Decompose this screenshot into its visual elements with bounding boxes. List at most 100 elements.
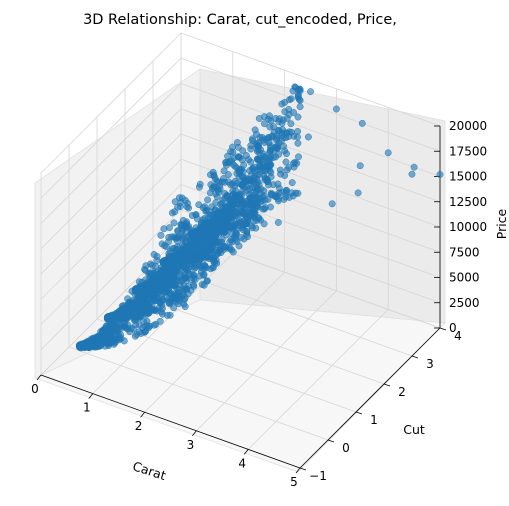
data-point (121, 320, 129, 328)
data-point (273, 136, 280, 144)
data-point (198, 281, 206, 288)
data-point (358, 119, 366, 127)
data-point (267, 173, 275, 181)
data-point (285, 128, 293, 136)
data-point (170, 264, 178, 272)
data-point (272, 153, 280, 161)
data-point (182, 228, 190, 236)
data-point (234, 153, 242, 161)
data-point (105, 340, 113, 348)
data-point (130, 313, 138, 321)
data-point (181, 303, 189, 311)
data-point (157, 280, 165, 287)
data-point (140, 296, 148, 304)
data-point (128, 287, 136, 295)
data-point (145, 285, 153, 293)
data-point (204, 196, 212, 204)
data-point (256, 170, 264, 178)
data-point (76, 342, 83, 350)
data-point (147, 260, 154, 268)
data-point (260, 120, 268, 128)
data-point (328, 200, 336, 208)
cut-axis-ticks: −1 0 1 2 3 4 (299, 327, 462, 483)
data-point (124, 295, 132, 303)
data-point (238, 181, 246, 189)
data-point (288, 179, 296, 187)
y-axis-label: Cut (403, 422, 425, 437)
data-point (273, 144, 281, 152)
data-point (131, 332, 139, 340)
data-point (114, 335, 122, 343)
data-point (230, 234, 238, 242)
data-point (239, 226, 247, 234)
data-point (248, 204, 256, 212)
data-point (259, 197, 266, 205)
carat-tick-label: 1 (83, 401, 91, 415)
data-point (224, 171, 232, 179)
data-point (278, 100, 286, 108)
data-point (283, 166, 291, 174)
data-point (276, 166, 284, 174)
data-point (191, 264, 199, 272)
data-point (195, 201, 203, 209)
chart-title: 3D Relationship: Carat, cut_encoded, Pri… (83, 12, 397, 28)
data-point (196, 180, 204, 188)
data-point (172, 298, 180, 306)
data-point (166, 273, 174, 281)
data-point (436, 171, 444, 178)
cut-tick (411, 355, 419, 359)
data-point (410, 163, 418, 171)
data-point (95, 342, 103, 350)
carat-tick-label: 4 (238, 456, 246, 470)
data-point (157, 287, 165, 294)
carat-tick-label: 2 (135, 419, 143, 433)
data-point (253, 180, 261, 188)
data-point (267, 190, 275, 198)
data-point (251, 167, 258, 175)
data-point (281, 108, 289, 116)
data-point (150, 292, 157, 300)
data-point (228, 246, 235, 254)
data-point (202, 207, 210, 214)
data-point (244, 187, 252, 195)
data-point (225, 206, 233, 214)
cut-tick-label: 0 (342, 441, 350, 455)
data-point (238, 172, 246, 180)
data-point (200, 271, 208, 279)
data-point (259, 136, 267, 144)
data-point (103, 313, 111, 321)
data-point (408, 170, 416, 178)
data-point (173, 245, 181, 253)
data-point (208, 203, 216, 211)
data-point (221, 194, 229, 202)
data-point (156, 317, 164, 325)
data-point (171, 234, 179, 242)
z-axis-label: Price (494, 208, 509, 239)
data-point (181, 252, 189, 260)
data-point (233, 139, 241, 146)
data-point (274, 219, 282, 226)
price-tick-label: 7500 (449, 245, 480, 259)
data-point (183, 203, 191, 211)
data-point (279, 116, 287, 124)
data-point (260, 187, 268, 195)
data-point (278, 188, 286, 196)
data-point (182, 265, 190, 272)
price-tick-label: 2500 (449, 296, 480, 310)
data-point (254, 146, 262, 154)
carat-axis-line (40, 374, 301, 469)
data-point (124, 303, 132, 311)
price-axis-ticks: 0 2500 5000 7500 10000 12500 15000 17500 20000 (434, 119, 487, 335)
data-point (190, 282, 198, 290)
data-point (265, 181, 272, 189)
data-point (202, 235, 210, 243)
data-point (222, 158, 230, 166)
data-point (255, 154, 263, 162)
carat-tick (192, 430, 197, 437)
carat-tick (36, 374, 42, 381)
data-point (307, 88, 314, 96)
carat-tick-label: 5 (290, 475, 298, 489)
data-point (135, 328, 143, 336)
data-point (181, 197, 189, 204)
